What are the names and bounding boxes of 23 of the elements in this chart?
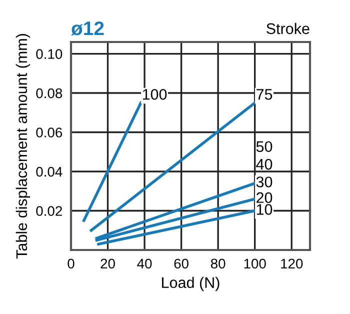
x-axis-title: Load (N) [162, 276, 220, 292]
series-label: 10 [256, 204, 272, 215]
annotation: 40 [256, 158, 272, 170]
x-tick-label: 80 [210, 258, 226, 269]
annotation: 50 [256, 141, 272, 152]
x-tick-label: 20 [100, 258, 115, 269]
y-tick-label: 0.06 [36, 128, 62, 138]
x-tick-label: 40 [137, 258, 152, 269]
series-label: 20 [256, 192, 272, 204]
y-tick-label: 0.04 [36, 166, 62, 177]
x-tick-label: 120 [281, 258, 303, 269]
series-label: 30 [256, 176, 272, 188]
legend-title: Stroke [266, 22, 310, 34]
x-tick-label: 100 [244, 258, 266, 269]
x-tick-label: 60 [174, 258, 188, 269]
y-tick-label: 0.02 [36, 206, 62, 216]
series-label: 75 [256, 89, 272, 100]
chart-title: ø12 [71, 21, 104, 36]
y-axis-title: Table displacement amount (mm) [16, 34, 30, 259]
y-tick-label: 0.08 [36, 88, 62, 98]
x-tick-label: 0 [68, 258, 74, 269]
series-label: 100 [142, 88, 167, 100]
y-tick-label: 0.10 [36, 49, 62, 59]
